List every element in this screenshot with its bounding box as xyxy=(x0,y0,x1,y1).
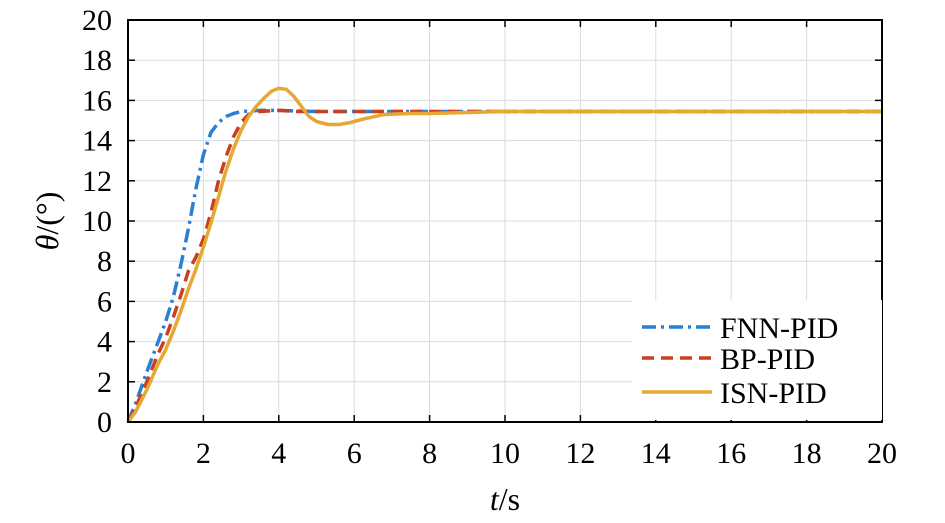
x-tick-label: 4 xyxy=(271,437,286,470)
legend-item-bp-pid: BP-PID xyxy=(642,343,815,376)
x-tick-label: 0 xyxy=(121,437,136,470)
y-axis-label-symbol: θ xyxy=(29,235,65,251)
y-axis-label-unit: /(°) xyxy=(29,192,65,235)
legend-item-fnn-pid: FNN-PID xyxy=(642,312,838,345)
x-tick-label: 16 xyxy=(716,437,746,470)
y-tick-label: 10 xyxy=(82,205,112,238)
legend-label-bp-pid: BP-PID xyxy=(720,343,815,376)
y-axis-label: θ/(°) xyxy=(29,192,65,251)
x-axis-label-unit: /s xyxy=(499,481,520,517)
y-tick-label: 20 xyxy=(82,4,112,37)
legend-label-fnn-pid: FNN-PID xyxy=(720,312,838,345)
x-tick-label: 20 xyxy=(867,437,897,470)
x-tick-label: 18 xyxy=(792,437,822,470)
y-tick-labels: 0 2 4 6 8 10 12 14 16 18 20 xyxy=(82,4,112,439)
y-tick-label: 0 xyxy=(97,406,112,439)
x-tick-label: 2 xyxy=(196,437,211,470)
series-layer xyxy=(126,86,882,424)
legend-box xyxy=(632,300,882,420)
x-axis-label: t/s xyxy=(490,481,520,517)
x-tick-label: 10 xyxy=(490,437,520,470)
y-tick-label: 16 xyxy=(82,84,112,117)
y-tick-label: 4 xyxy=(97,326,112,359)
x-tick-label: 12 xyxy=(565,437,595,470)
y-tick-label: 14 xyxy=(82,125,112,158)
y-tick-label: 8 xyxy=(97,245,112,278)
series-line-isn-pid xyxy=(126,86,882,424)
legend-item-isn-pid: ISN-PID xyxy=(642,377,827,410)
y-tick-label: 2 xyxy=(97,366,112,399)
legend-label-isn-pid: ISN-PID xyxy=(720,377,827,410)
x-tick-label: 14 xyxy=(641,437,671,470)
y-tick-label: 6 xyxy=(97,285,112,318)
grid xyxy=(128,20,882,422)
y-tick-label: 18 xyxy=(82,44,112,77)
x-tick-labels: 0 2 4 6 8 10 12 14 16 18 20 xyxy=(121,437,898,470)
x-tick-label: 6 xyxy=(347,437,362,470)
series-line-bp-pid xyxy=(126,108,882,423)
series-line-fnn-pid xyxy=(126,108,882,423)
x-axis-label-symbol: t xyxy=(490,481,500,517)
legend: FNN-PID BP-PID ISN-PID xyxy=(632,300,882,420)
x-tick-label: 8 xyxy=(422,437,437,470)
y-tick-label: 12 xyxy=(82,165,112,198)
